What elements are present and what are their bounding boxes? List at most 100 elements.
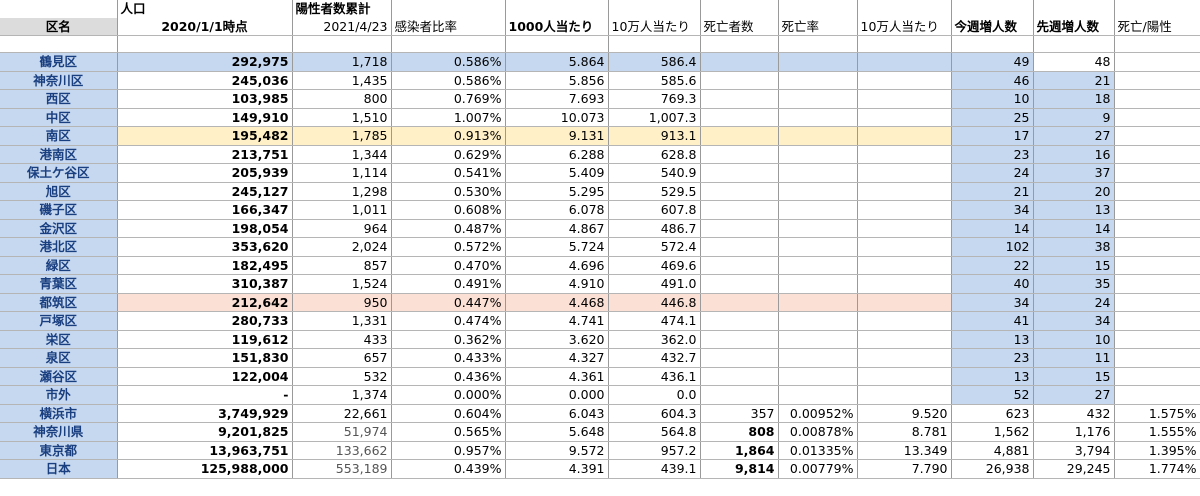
last-week-cell[interactable]: 3,794 [1033, 441, 1115, 460]
last-week-cell[interactable]: 27 [1033, 385, 1115, 405]
per1000-cell[interactable]: 10.073 [505, 108, 609, 127]
death-per100k-cell[interactable] [857, 330, 952, 349]
header1-cell-6[interactable] [700, 0, 779, 18]
ratio-cell[interactable]: 1.007% [391, 108, 506, 127]
cases-cell[interactable]: 1,718 [292, 52, 392, 72]
death-per100k-cell[interactable] [857, 200, 952, 220]
cases-cell[interactable]: 22,661 [292, 404, 392, 423]
column-header-2[interactable]: 2021/4/23 [292, 17, 392, 36]
ratio-cell[interactable]: 0.362% [391, 330, 506, 349]
death-pos-cell[interactable] [1114, 163, 1200, 183]
last-week-cell[interactable]: 18 [1033, 89, 1115, 109]
per100k-cell[interactable]: 432.7 [608, 348, 701, 368]
region-name[interactable]: 神奈川県 [0, 422, 118, 442]
last-week-cell[interactable]: 432 [1033, 404, 1115, 423]
ratio-cell[interactable]: 0.487% [391, 219, 506, 238]
per1000-cell[interactable]: 4.696 [505, 256, 609, 275]
cases-cell[interactable]: 1,114 [292, 163, 392, 183]
last-week-cell[interactable]: 1,176 [1033, 422, 1115, 442]
deaths-cell[interactable]: 808 [700, 422, 779, 442]
this-week-cell[interactable]: 22 [951, 256, 1034, 275]
ward-name[interactable]: 磯子区 [0, 200, 118, 220]
deaths-cell[interactable] [700, 219, 779, 238]
ward-name[interactable]: 泉区 [0, 348, 118, 368]
last-week-cell[interactable]: 13 [1033, 200, 1115, 220]
death-pos-cell[interactable] [1114, 293, 1200, 312]
death-per100k-cell[interactable] [857, 89, 952, 109]
last-week-cell[interactable]: 10 [1033, 330, 1115, 349]
header1-cell-9[interactable] [951, 0, 1034, 18]
ward-name[interactable]: 青葉区 [0, 274, 118, 294]
per100k-cell[interactable]: 491.0 [608, 274, 701, 294]
death-rate-cell[interactable] [778, 293, 858, 312]
cases-cell[interactable]: 1,435 [292, 71, 392, 90]
ratio-cell[interactable]: 0.491% [391, 274, 506, 294]
ward-name[interactable]: 鶴見区 [0, 52, 118, 72]
cases-cell[interactable]: 553,189 [292, 459, 392, 479]
per100k-cell[interactable]: 486.7 [608, 219, 701, 238]
last-week-cell[interactable]: 48 [1033, 52, 1115, 72]
this-week-cell[interactable]: 623 [951, 404, 1034, 423]
ratio-cell[interactable]: 0.447% [391, 293, 506, 312]
header1-cell-5[interactable] [608, 0, 701, 18]
per1000-cell[interactable]: 6.288 [505, 145, 609, 164]
per100k-cell[interactable]: 529.5 [608, 182, 701, 201]
death-per100k-cell[interactable] [857, 348, 952, 368]
cases-cell[interactable]: 1,298 [292, 182, 392, 201]
ratio-cell[interactable]: 0.439% [391, 459, 506, 479]
this-week-cell[interactable]: 21 [951, 182, 1034, 201]
death-per100k-cell[interactable] [857, 237, 952, 257]
column-header-1[interactable]: 2020/1/1時点 [117, 17, 293, 36]
death-rate-cell[interactable] [778, 108, 858, 127]
death-rate-cell[interactable] [778, 385, 858, 405]
per100k-cell[interactable]: 604.3 [608, 404, 701, 423]
deaths-cell[interactable] [700, 89, 779, 109]
deaths-cell[interactable] [700, 256, 779, 275]
per1000-cell[interactable]: 6.043 [505, 404, 609, 423]
per1000-cell[interactable]: 5.724 [505, 237, 609, 257]
this-week-cell[interactable]: 10 [951, 89, 1034, 109]
per100k-cell[interactable]: 439.1 [608, 459, 701, 479]
per100k-cell[interactable]: 474.1 [608, 311, 701, 331]
header1-cell-2[interactable]: 陽性者数累計 [292, 0, 392, 18]
death-pos-cell[interactable] [1114, 182, 1200, 201]
header1-cell-7[interactable] [778, 0, 858, 18]
death-rate-cell[interactable] [778, 89, 858, 109]
last-week-cell[interactable]: 16 [1033, 145, 1115, 164]
header1-cell-8[interactable] [857, 0, 952, 18]
this-week-cell[interactable]: 40 [951, 274, 1034, 294]
population-cell[interactable]: 205,939 [117, 163, 293, 183]
ward-name[interactable]: 保土ケ谷区 [0, 163, 118, 183]
death-rate-cell[interactable] [778, 274, 858, 294]
death-pos-cell[interactable]: 1.395% [1114, 441, 1200, 460]
per1000-cell[interactable]: 4.910 [505, 274, 609, 294]
per1000-cell[interactable]: 5.648 [505, 422, 609, 442]
per100k-cell[interactable]: 540.9 [608, 163, 701, 183]
last-week-cell[interactable]: 9 [1033, 108, 1115, 127]
death-per100k-cell[interactable] [857, 182, 952, 201]
population-cell[interactable]: - [117, 385, 293, 405]
per1000-cell[interactable]: 4.327 [505, 348, 609, 368]
region-name[interactable]: 横浜市 [0, 404, 118, 423]
column-header-10[interactable]: 先週増人数 [1033, 17, 1115, 36]
death-per100k-cell[interactable]: 7.790 [857, 459, 952, 479]
death-rate-cell[interactable] [778, 200, 858, 220]
per1000-cell[interactable]: 5.409 [505, 163, 609, 183]
death-pos-cell[interactable] [1114, 219, 1200, 238]
per100k-cell[interactable]: 628.8 [608, 145, 701, 164]
ratio-cell[interactable]: 0.604% [391, 404, 506, 423]
per100k-cell[interactable]: 469.6 [608, 256, 701, 275]
this-week-cell[interactable]: 41 [951, 311, 1034, 331]
death-pos-cell[interactable] [1114, 367, 1200, 386]
deaths-cell[interactable]: 1,864 [700, 441, 779, 460]
this-week-cell[interactable]: 14 [951, 219, 1034, 238]
population-cell[interactable]: 13,963,751 [117, 441, 293, 460]
cases-cell[interactable]: 433 [292, 330, 392, 349]
column-header-0[interactable]: 区名 [0, 17, 118, 36]
header1-cell-4[interactable] [505, 0, 609, 18]
per1000-cell[interactable]: 4.391 [505, 459, 609, 479]
death-pos-cell[interactable] [1114, 274, 1200, 294]
ratio-cell[interactable]: 0.629% [391, 145, 506, 164]
column-header-6[interactable]: 死亡者数 [700, 17, 779, 36]
death-per100k-cell[interactable] [857, 163, 952, 183]
